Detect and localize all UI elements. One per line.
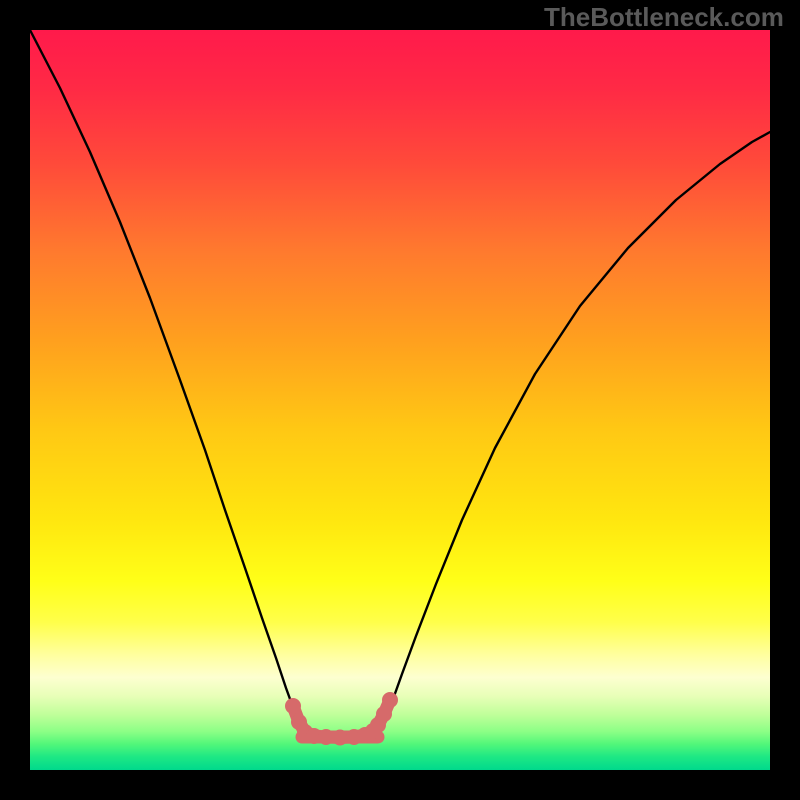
bottleneck-chart [0,0,800,800]
frame-right [770,0,800,800]
gradient-background [30,30,770,770]
watermark-text: TheBottleneck.com [544,2,784,33]
frame-bottom [0,770,800,800]
frame-left [0,0,30,800]
